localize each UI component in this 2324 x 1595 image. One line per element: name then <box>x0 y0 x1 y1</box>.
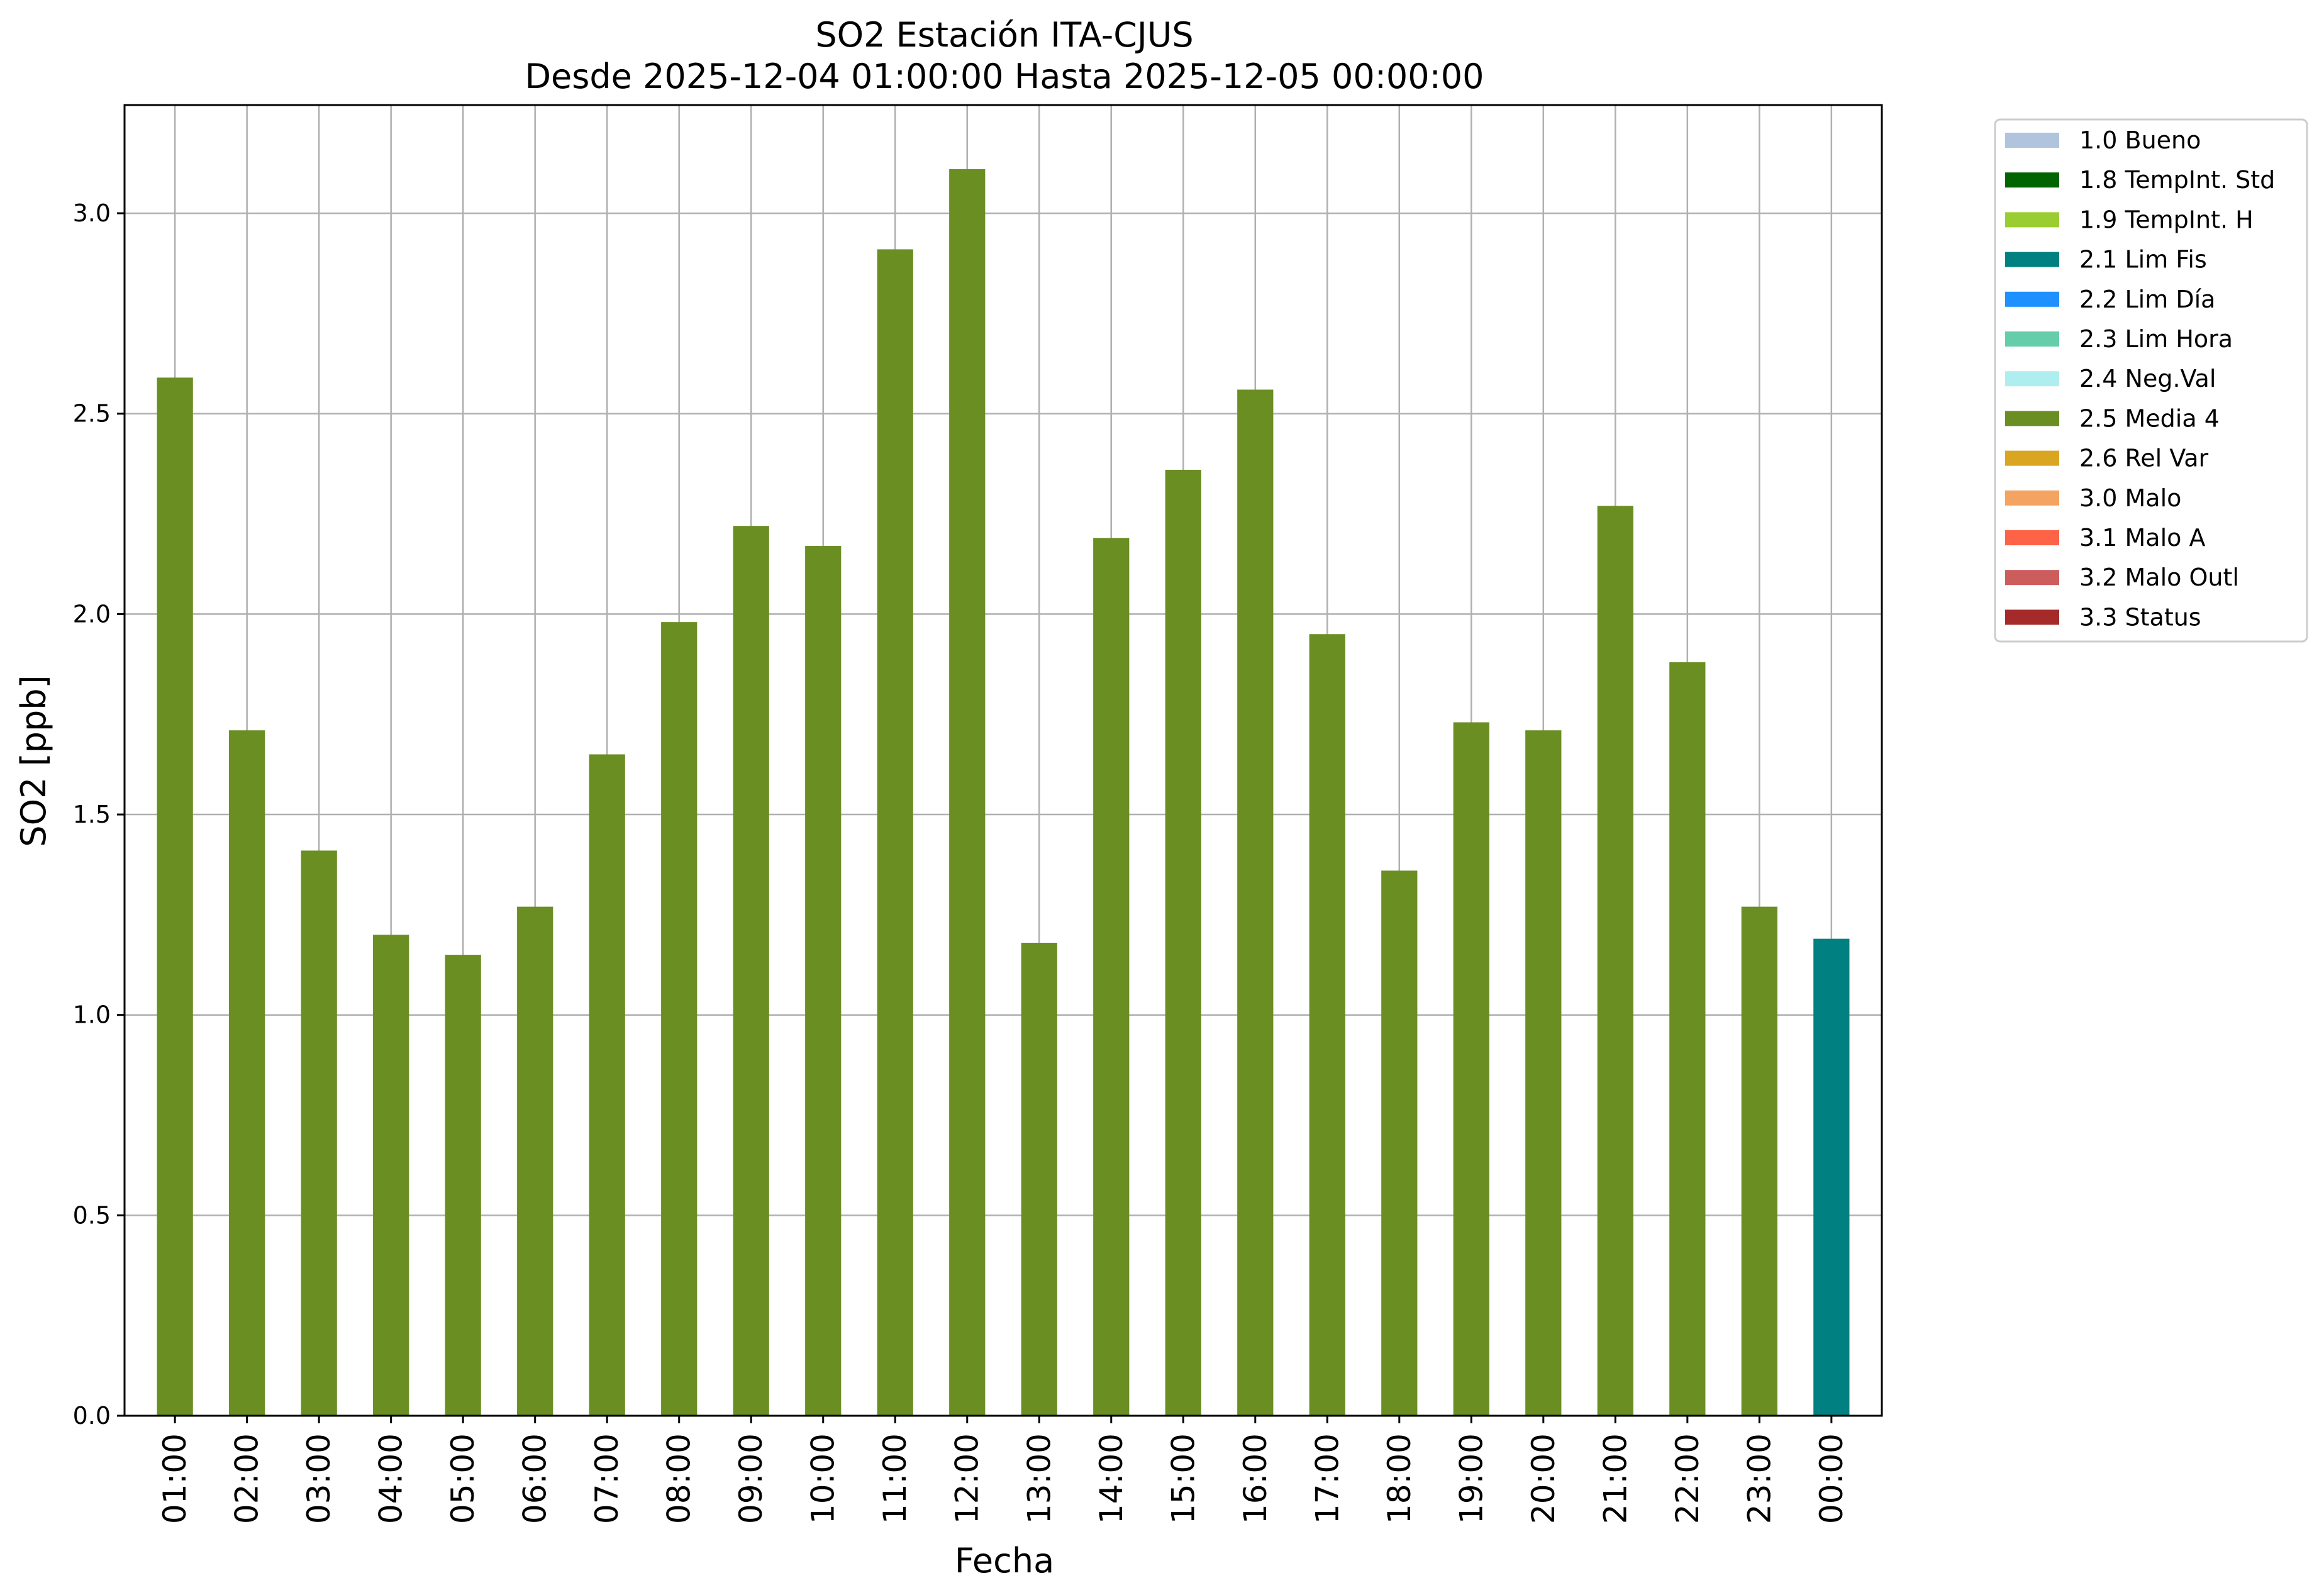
legend-label: 3.3 Status <box>2079 603 2201 631</box>
y-axis-ticks: 0.0 0.5 1.0 1.5 2.0 2.5 3.0 <box>73 199 125 1430</box>
legend-label: 1.8 TempInt. Std <box>2079 166 2275 194</box>
x-tick-label: 07:00 <box>589 1433 625 1524</box>
legend-label: 2.5 Media 4 <box>2079 404 2220 432</box>
x-tick-label: 22:00 <box>1669 1433 1706 1524</box>
legend-swatch <box>2005 212 2059 228</box>
bar-19:00 <box>1453 722 1489 1416</box>
legend-label: 2.6 Rel Var <box>2079 445 2209 472</box>
bar-07:00 <box>589 754 625 1416</box>
bar-04:00 <box>373 935 409 1416</box>
x-axis-ticks: 01:00 02:00 03:00 04:00 05:00 06:00 07:00 08:00… <box>157 1416 1850 1524</box>
bar-06:00 <box>517 906 553 1416</box>
x-tick-label: 11:00 <box>877 1433 913 1524</box>
bar-22:00 <box>1669 662 1706 1416</box>
x-axis-label: Fecha <box>955 1541 1054 1581</box>
bar-11:00 <box>877 249 913 1416</box>
x-tick-label: 02:00 <box>229 1433 265 1524</box>
bar-12:00 <box>949 169 986 1416</box>
legend-swatch <box>2005 609 2059 625</box>
x-tick-label: 00:00 <box>1813 1433 1850 1524</box>
chart-subtitle: Desde 2025-12-04 01:00:00 Hasta 2025-12-… <box>525 57 1484 96</box>
bar-21:00 <box>1597 506 1633 1416</box>
bar-23:00 <box>1741 906 1777 1416</box>
x-tick-label: 10:00 <box>805 1433 842 1524</box>
x-tick-label: 09:00 <box>733 1433 769 1524</box>
y-tick-label: 0.0 <box>73 1402 111 1430</box>
legend-label: 2.1 Lim Fis <box>2079 246 2207 274</box>
x-tick-label: 18:00 <box>1381 1433 1418 1524</box>
bar-16:00 <box>1237 389 1274 1416</box>
bar-13:00 <box>1021 942 1057 1416</box>
legend-label: 3.2 Malo Outl <box>2079 564 2239 591</box>
x-tick-label: 14:00 <box>1093 1433 1130 1524</box>
legend: 1.0 Bueno 1.8 TempInt. Std 1.9 TempInt. H 2… <box>1994 118 2308 643</box>
x-tick-label: 20:00 <box>1525 1433 1562 1524</box>
legend-swatch <box>2005 490 2059 506</box>
bar-09:00 <box>733 526 769 1416</box>
bars <box>157 169 1850 1416</box>
bar-18:00 <box>1381 870 1418 1416</box>
bar-15:00 <box>1165 469 1201 1416</box>
legend-swatch <box>2005 450 2059 466</box>
legend-label: 3.0 Malo <box>2079 484 2181 512</box>
x-tick-label: 13:00 <box>1021 1433 1057 1524</box>
legend-swatch <box>2005 291 2059 307</box>
x-tick-label: 03:00 <box>301 1433 337 1524</box>
legend-label: 1.9 TempInt. H <box>2079 206 2254 233</box>
bar-00:00 <box>1813 938 1850 1416</box>
y-tick-label: 3.0 <box>73 199 111 227</box>
legend-box <box>1994 118 2308 643</box>
legend-label: 2.2 Lim Día <box>2079 286 2215 313</box>
x-tick-label: 17:00 <box>1309 1433 1345 1524</box>
bar-17:00 <box>1309 634 1345 1416</box>
y-tick-label: 2.5 <box>73 400 111 428</box>
x-tick-label: 15:00 <box>1165 1433 1201 1524</box>
bar-05:00 <box>445 955 481 1416</box>
x-tick-label: 21:00 <box>1597 1433 1633 1524</box>
legend-swatch <box>2005 371 2059 387</box>
y-axis-label: SO2 [ppb] <box>14 675 53 847</box>
x-tick-label: 04:00 <box>373 1433 409 1524</box>
x-tick-label: 16:00 <box>1237 1433 1274 1524</box>
y-tick-label: 0.5 <box>73 1201 111 1229</box>
plot-area-frame <box>123 104 1883 1417</box>
legend-swatch <box>2005 411 2059 426</box>
y-tick-label: 1.5 <box>73 801 111 828</box>
legend-swatch <box>2005 133 2059 148</box>
bar-10:00 <box>805 546 842 1416</box>
legend-swatch <box>2005 530 2059 545</box>
legend-label: 2.3 Lim Hora <box>2079 325 2233 353</box>
legend-label: 1.0 Bueno <box>2079 126 2201 154</box>
x-tick-label: 19:00 <box>1453 1433 1489 1524</box>
y-tick-label: 1.0 <box>73 1001 111 1029</box>
legend-swatch <box>2005 570 2059 586</box>
bar-03:00 <box>301 850 337 1416</box>
legend-swatch <box>2005 252 2059 267</box>
chart-title: SO2 Estación ITA-CJUS <box>815 15 1193 55</box>
y-tick-label: 2.0 <box>73 600 111 628</box>
bar-02:00 <box>229 730 265 1416</box>
bar-01:00 <box>157 377 193 1416</box>
x-tick-label: 01:00 <box>157 1433 193 1524</box>
legend-label: 2.4 Neg.Val <box>2079 365 2216 392</box>
x-tick-label: 12:00 <box>949 1433 986 1524</box>
x-tick-label: 06:00 <box>517 1433 553 1524</box>
bar-20:00 <box>1525 730 1562 1416</box>
bar-08:00 <box>661 622 698 1416</box>
legend-label: 3.1 Malo A <box>2079 524 2205 552</box>
legend-swatch <box>2005 172 2059 188</box>
bar-14:00 <box>1093 538 1130 1416</box>
x-tick-label: 23:00 <box>1741 1433 1777 1524</box>
legend-swatch <box>2005 331 2059 347</box>
x-tick-label: 05:00 <box>445 1433 481 1524</box>
x-tick-label: 08:00 <box>661 1433 698 1524</box>
